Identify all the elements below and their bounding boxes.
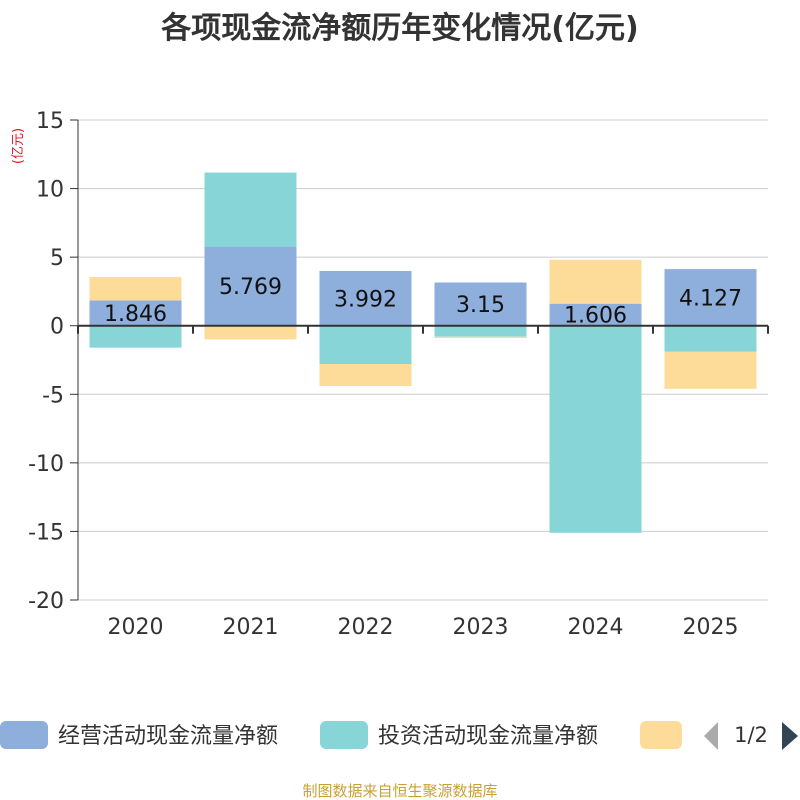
x-tick-label: 2025	[683, 615, 739, 640]
y-tick-label: 5	[50, 246, 64, 271]
footer-source: 制图数据来自恒生聚源数据库	[302, 782, 497, 800]
bar-series-1-2024[interactable]	[549, 325, 642, 533]
legend-swatch-0[interactable]	[0, 721, 48, 749]
legend-swatch-2[interactable]	[640, 721, 682, 749]
y-tick-label: -5	[42, 383, 64, 408]
bar-series-2-2023[interactable]	[434, 336, 527, 339]
data-label: 5.769	[219, 275, 282, 300]
x-tick-label: 2022	[338, 615, 394, 640]
data-label: 3.15	[456, 293, 505, 318]
data-label: 1.606	[564, 304, 627, 329]
y-tick-label: -10	[28, 452, 64, 477]
legend-prev-icon[interactable]	[704, 722, 718, 750]
bar-series-1-2021[interactable]	[204, 172, 297, 247]
legend-label-1[interactable]: 投资活动现金流量净额	[378, 724, 598, 749]
legend-label-0[interactable]: 经营活动现金流量净额	[58, 724, 278, 749]
data-labels: 1.846 5.769 3.992 3.15 1.606 4.127	[104, 275, 742, 329]
data-label: 1.846	[104, 302, 167, 327]
bar-series-1-2023[interactable]	[434, 325, 527, 337]
bar-series-0-2024[interactable]	[549, 303, 642, 326]
legend-next-icon[interactable]	[782, 722, 798, 750]
data-label: 4.127	[679, 286, 742, 311]
legend-swatch-1[interactable]	[320, 721, 368, 749]
bar-series-2-2022[interactable]	[319, 364, 412, 387]
bars	[89, 172, 757, 533]
bar-series-2-2021[interactable]	[204, 325, 297, 340]
x-tick-label: 2023	[453, 615, 509, 640]
chart-title: 各项现金流净额历年变化情况(亿元)	[160, 11, 638, 46]
y-tick-label: 15	[36, 109, 64, 134]
y-tick-label: -15	[28, 520, 64, 545]
axes	[77, 120, 769, 600]
x-tick-label: 2020	[108, 615, 164, 640]
x-tick-label: 2024	[568, 615, 624, 640]
bar-series-0-2023[interactable]	[434, 282, 527, 326]
x-tick-label: 2021	[223, 615, 279, 640]
bar-series-0-2021[interactable]	[204, 246, 297, 326]
gridlines	[70, 119, 768, 601]
legend[interactable]: 经营活动现金流量净额 投资活动现金流量净额	[0, 721, 682, 749]
y-tick-label: 10	[36, 178, 64, 203]
y-tick-label: -20	[28, 589, 64, 614]
bar-series-1-2025[interactable]	[664, 325, 757, 352]
bar-series-1-2020[interactable]	[89, 325, 182, 348]
tick-labels: 15 10 5 0 -5 -10 -15 -20 2020 2021 2022 2023 2024 202…	[28, 109, 738, 640]
bar-series-2-2024[interactable]	[549, 259, 642, 304]
data-label: 3.992	[334, 287, 397, 312]
bar-series-2-2025[interactable]	[664, 351, 757, 389]
y-axis-unit: (亿元)	[11, 128, 26, 164]
bar-series-0-2025[interactable]	[664, 269, 757, 326]
bar-series-0-2020[interactable]	[89, 300, 182, 326]
legend-page-indicator: 1/2	[734, 723, 768, 747]
bar-series-1-2022[interactable]	[319, 325, 412, 365]
bar-series-0-2022[interactable]	[319, 270, 412, 326]
bar-series-2-2020[interactable]	[89, 277, 182, 301]
y-tick-label: 0	[50, 315, 64, 340]
